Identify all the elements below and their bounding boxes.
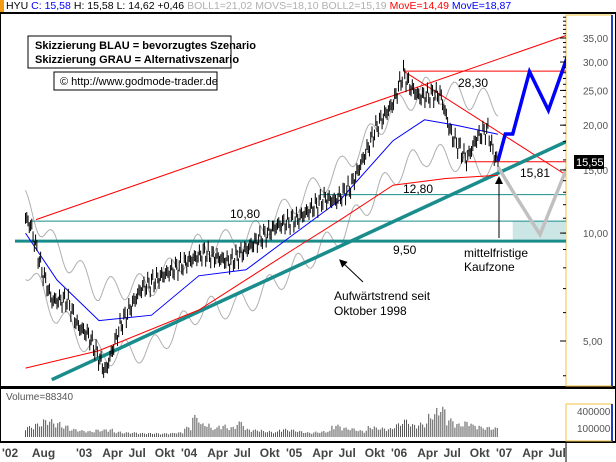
y-tick-label: 30,00	[583, 58, 608, 69]
moving-average-blue	[25, 119, 499, 322]
x-tick-label: Apr	[102, 446, 123, 460]
volume-tick: 100000	[577, 424, 611, 435]
volume-axis-panel	[565, 403, 613, 442]
quote-header: HYU C: 15,58 H: 15,58 L: 14,62 +0,46 BOLL1=21…	[0, 0, 616, 13]
upper-channel-line	[35, 35, 566, 221]
x-tick-label: '03	[76, 446, 93, 460]
volume-label: Volume=88340	[6, 392, 73, 403]
high-value: H: 15,58	[73, 0, 114, 12]
y-tick-label: 35,00	[583, 34, 608, 45]
x-tick-label: Okt	[365, 446, 385, 460]
trend-label: Oktober 1998	[334, 304, 407, 318]
x-tick-label: Apr	[522, 446, 543, 460]
x-tick-label: Okt	[155, 446, 175, 460]
level-label-1581: 15,81	[520, 166, 550, 180]
bollinger-upper	[25, 76, 499, 301]
legend-grey: Skizzierung GRAU = Alternativszenario	[35, 54, 239, 66]
scenario-blue	[496, 55, 566, 162]
x-tick-label: '04	[181, 446, 198, 460]
change-value: +0,46	[157, 0, 185, 12]
y-tick-label: 25,00	[583, 86, 608, 97]
last-price: 15,55	[576, 157, 604, 169]
scenario-grey	[496, 165, 566, 239]
x-tick-label: Aug	[32, 446, 55, 460]
level-label-1080: 10,80	[230, 207, 260, 221]
last-price-tag	[574, 155, 604, 169]
move-blue-value: MovE=18,87	[451, 0, 512, 12]
x-tick-label: Okt	[470, 446, 490, 460]
x-tick-label: '05	[286, 446, 303, 460]
y-tick-label: 15,00	[583, 166, 608, 177]
moving-average-red	[25, 174, 499, 369]
close-value: C: 15,58	[31, 0, 71, 12]
x-tick-label: Jul	[129, 446, 146, 460]
symbol-marker	[0, 0, 4, 13]
x-tick-label: Jul	[234, 446, 251, 460]
x-tick-label: Jul	[549, 446, 566, 460]
price-axis-panel	[565, 14, 613, 387]
x-tick-label: '02	[2, 446, 19, 460]
x-tick-label: Jul	[339, 446, 356, 460]
movs-value: MOVS=18,10	[255, 0, 319, 12]
move-red-value: MovE=14,49	[389, 0, 449, 12]
legend-box	[27, 35, 232, 69]
x-tick-label: Apr	[312, 446, 333, 460]
trend-label: Aufwärtstrend seit	[334, 289, 431, 303]
uptrend-line	[51, 139, 566, 382]
y-tick-label: 20,00	[583, 121, 608, 132]
level-label-1280: 12,80	[403, 182, 433, 196]
y-tick-label: 5,00	[583, 337, 603, 348]
level-label-2830: 28,30	[458, 76, 488, 90]
boll2-value: BOLL2=15,19	[321, 0, 387, 12]
level-label-950: 9,50	[393, 243, 417, 257]
x-tick-label: Apr	[207, 446, 228, 460]
x-tick-label: '07	[496, 446, 513, 460]
x-tick-label: Jul	[444, 446, 461, 460]
buy-zone-label: Kaufzone	[464, 260, 515, 274]
volume-tick: 400000	[577, 407, 611, 418]
x-tick-label: Okt	[260, 446, 280, 460]
buy-zone-label: mittelfristige	[464, 246, 528, 260]
x-tick-label: Apr	[417, 446, 438, 460]
volume-panel	[0, 387, 616, 443]
symbol: HYU	[6, 0, 29, 12]
low-value: L: 14,62	[116, 0, 155, 12]
legend-blue: Skizzierung BLAU = bevorzugtes Szenario	[35, 40, 256, 52]
x-tick-label: '06	[391, 446, 408, 460]
y-tick-label: 10,00	[583, 229, 608, 240]
copyright: © http://www.godmode-trader.de	[60, 76, 218, 88]
trend-arrow	[339, 259, 364, 283]
copyright-box	[53, 71, 218, 91]
boll1-value: BOLL1=21,02	[187, 0, 253, 12]
